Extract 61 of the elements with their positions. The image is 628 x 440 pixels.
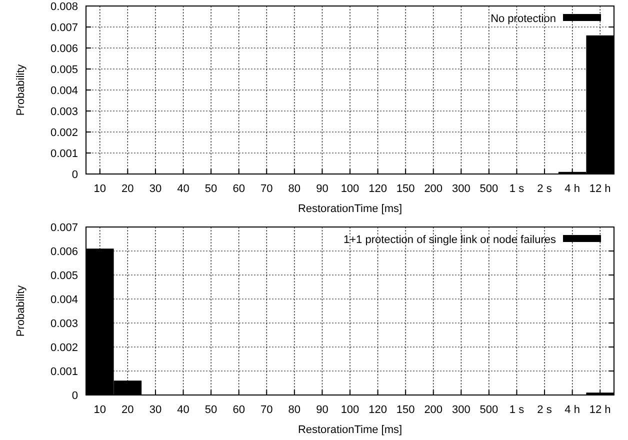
y-tick-label: 0.005	[50, 64, 78, 76]
y-tick-label: 0.006	[50, 246, 78, 258]
x-tick-label: 10	[94, 183, 106, 195]
y-axis-title: Probability	[15, 64, 27, 116]
x-tick-label: 2 s	[537, 404, 552, 416]
x-tick-label: 100	[340, 404, 360, 416]
y-tick-label: 0.002	[50, 342, 78, 354]
y-tick-label: 0.007	[50, 22, 78, 34]
x-tick-label: 30	[149, 183, 162, 195]
x-tick-label: 200	[424, 183, 443, 195]
x-tick-label: 60	[232, 404, 245, 416]
legend-label: No protection	[490, 12, 556, 25]
x-tick-label: 150	[396, 183, 415, 195]
x-tick-label: 90	[316, 183, 328, 195]
y-tick-label: 0.005	[50, 270, 78, 282]
y-tick-label: 0.002	[50, 126, 78, 139]
x-tick-label: 4 h	[564, 404, 580, 416]
x-tick-label: 120	[368, 183, 387, 195]
x-tick-label: 12 h	[589, 404, 611, 416]
x-tick-label: 20	[122, 183, 134, 195]
x-tick-label: 1 s	[509, 183, 525, 195]
x-tick-label: 50	[204, 404, 218, 416]
y-tick-label: 0	[72, 390, 78, 402]
x-tick-label: 1 s	[509, 404, 525, 416]
y-tick-label: 0.004	[50, 84, 78, 97]
y-tick-label: 0	[72, 168, 78, 181]
x-tick-label: 500	[480, 183, 498, 195]
y-tick-label: 0.003	[50, 318, 78, 330]
x-tick-label: 90	[316, 404, 328, 416]
x-tick-label: 4 h	[564, 183, 580, 195]
y-tick-label: 0.008	[50, 0, 78, 13]
x-tick-label: 40	[177, 183, 190, 195]
x-tick-label: 12 h	[589, 183, 611, 195]
y-tick-label: 0.006	[50, 42, 78, 55]
y-tick-label: 0.001	[50, 148, 78, 160]
y-axis-title: Probability	[15, 284, 27, 337]
x-axis-title: RestorationTime [ms]	[298, 424, 402, 436]
x-tick-label: 120	[368, 404, 387, 416]
x-tick-label: 20	[122, 404, 134, 416]
x-tick-label: 70	[260, 404, 273, 416]
x-tick-label: 300	[452, 404, 470, 416]
y-tick-label: 0.004	[50, 294, 78, 306]
x-tick-label: 70	[260, 183, 273, 195]
x-tick-label: 10	[94, 404, 106, 416]
x-tick-label: 100	[340, 183, 360, 195]
x-tick-label: 2 s	[537, 183, 552, 195]
y-tick-label: 0.001	[50, 366, 78, 378]
x-tick-label: 60	[232, 183, 245, 195]
y-tick-label: 0.007	[50, 222, 78, 234]
x-tick-label: 300	[452, 183, 470, 195]
x-axis-title: RestorationTime [ms]	[298, 203, 402, 215]
x-tick-label: 80	[288, 183, 301, 195]
x-tick-label: 30	[149, 404, 162, 416]
y-tick-label: 0.003	[50, 106, 78, 118]
x-tick-label: 50	[204, 183, 218, 195]
x-tick-label: 200	[424, 404, 443, 416]
x-tick-label: 80	[288, 404, 301, 416]
x-tick-label: 40	[177, 404, 190, 416]
legend-label: 1+1 protection of single link or node failures	[344, 234, 556, 246]
x-tick-label: 500	[480, 404, 498, 416]
x-tick-label: 150	[396, 404, 415, 416]
